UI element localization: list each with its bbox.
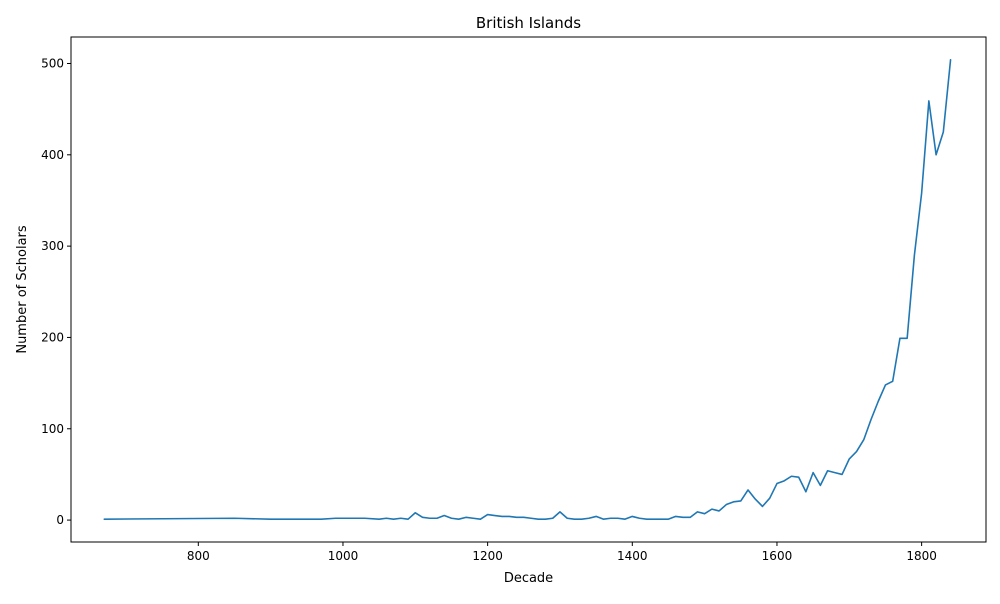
x-tick-label: 1200 [472, 549, 503, 563]
x-tick-label: 800 [187, 549, 210, 563]
y-axis-label: Number of Scholars [15, 225, 30, 354]
y-tick-label: 0 [56, 513, 64, 527]
y-tick-label: 500 [41, 56, 64, 70]
x-tick-label: 1800 [906, 549, 937, 563]
series-line [103, 59, 952, 520]
axis-ticks: 800 1000 1200 1400 1600 1800 0 100 200 300 400 500 [41, 56, 937, 563]
x-tick-label: 1400 [617, 549, 648, 563]
y-tick-label: 300 [41, 239, 64, 253]
x-tick-label: 1000 [328, 549, 359, 563]
y-tick-label: 100 [41, 422, 64, 436]
y-tick-label: 400 [41, 148, 64, 162]
plot-frame [70, 36, 987, 543]
x-tick-label: 1600 [762, 549, 793, 563]
x-axis-label: Decade [504, 571, 553, 586]
chart-title: British Islands [476, 14, 581, 32]
y-tick-label: 200 [41, 330, 64, 344]
series-lines [103, 59, 952, 520]
